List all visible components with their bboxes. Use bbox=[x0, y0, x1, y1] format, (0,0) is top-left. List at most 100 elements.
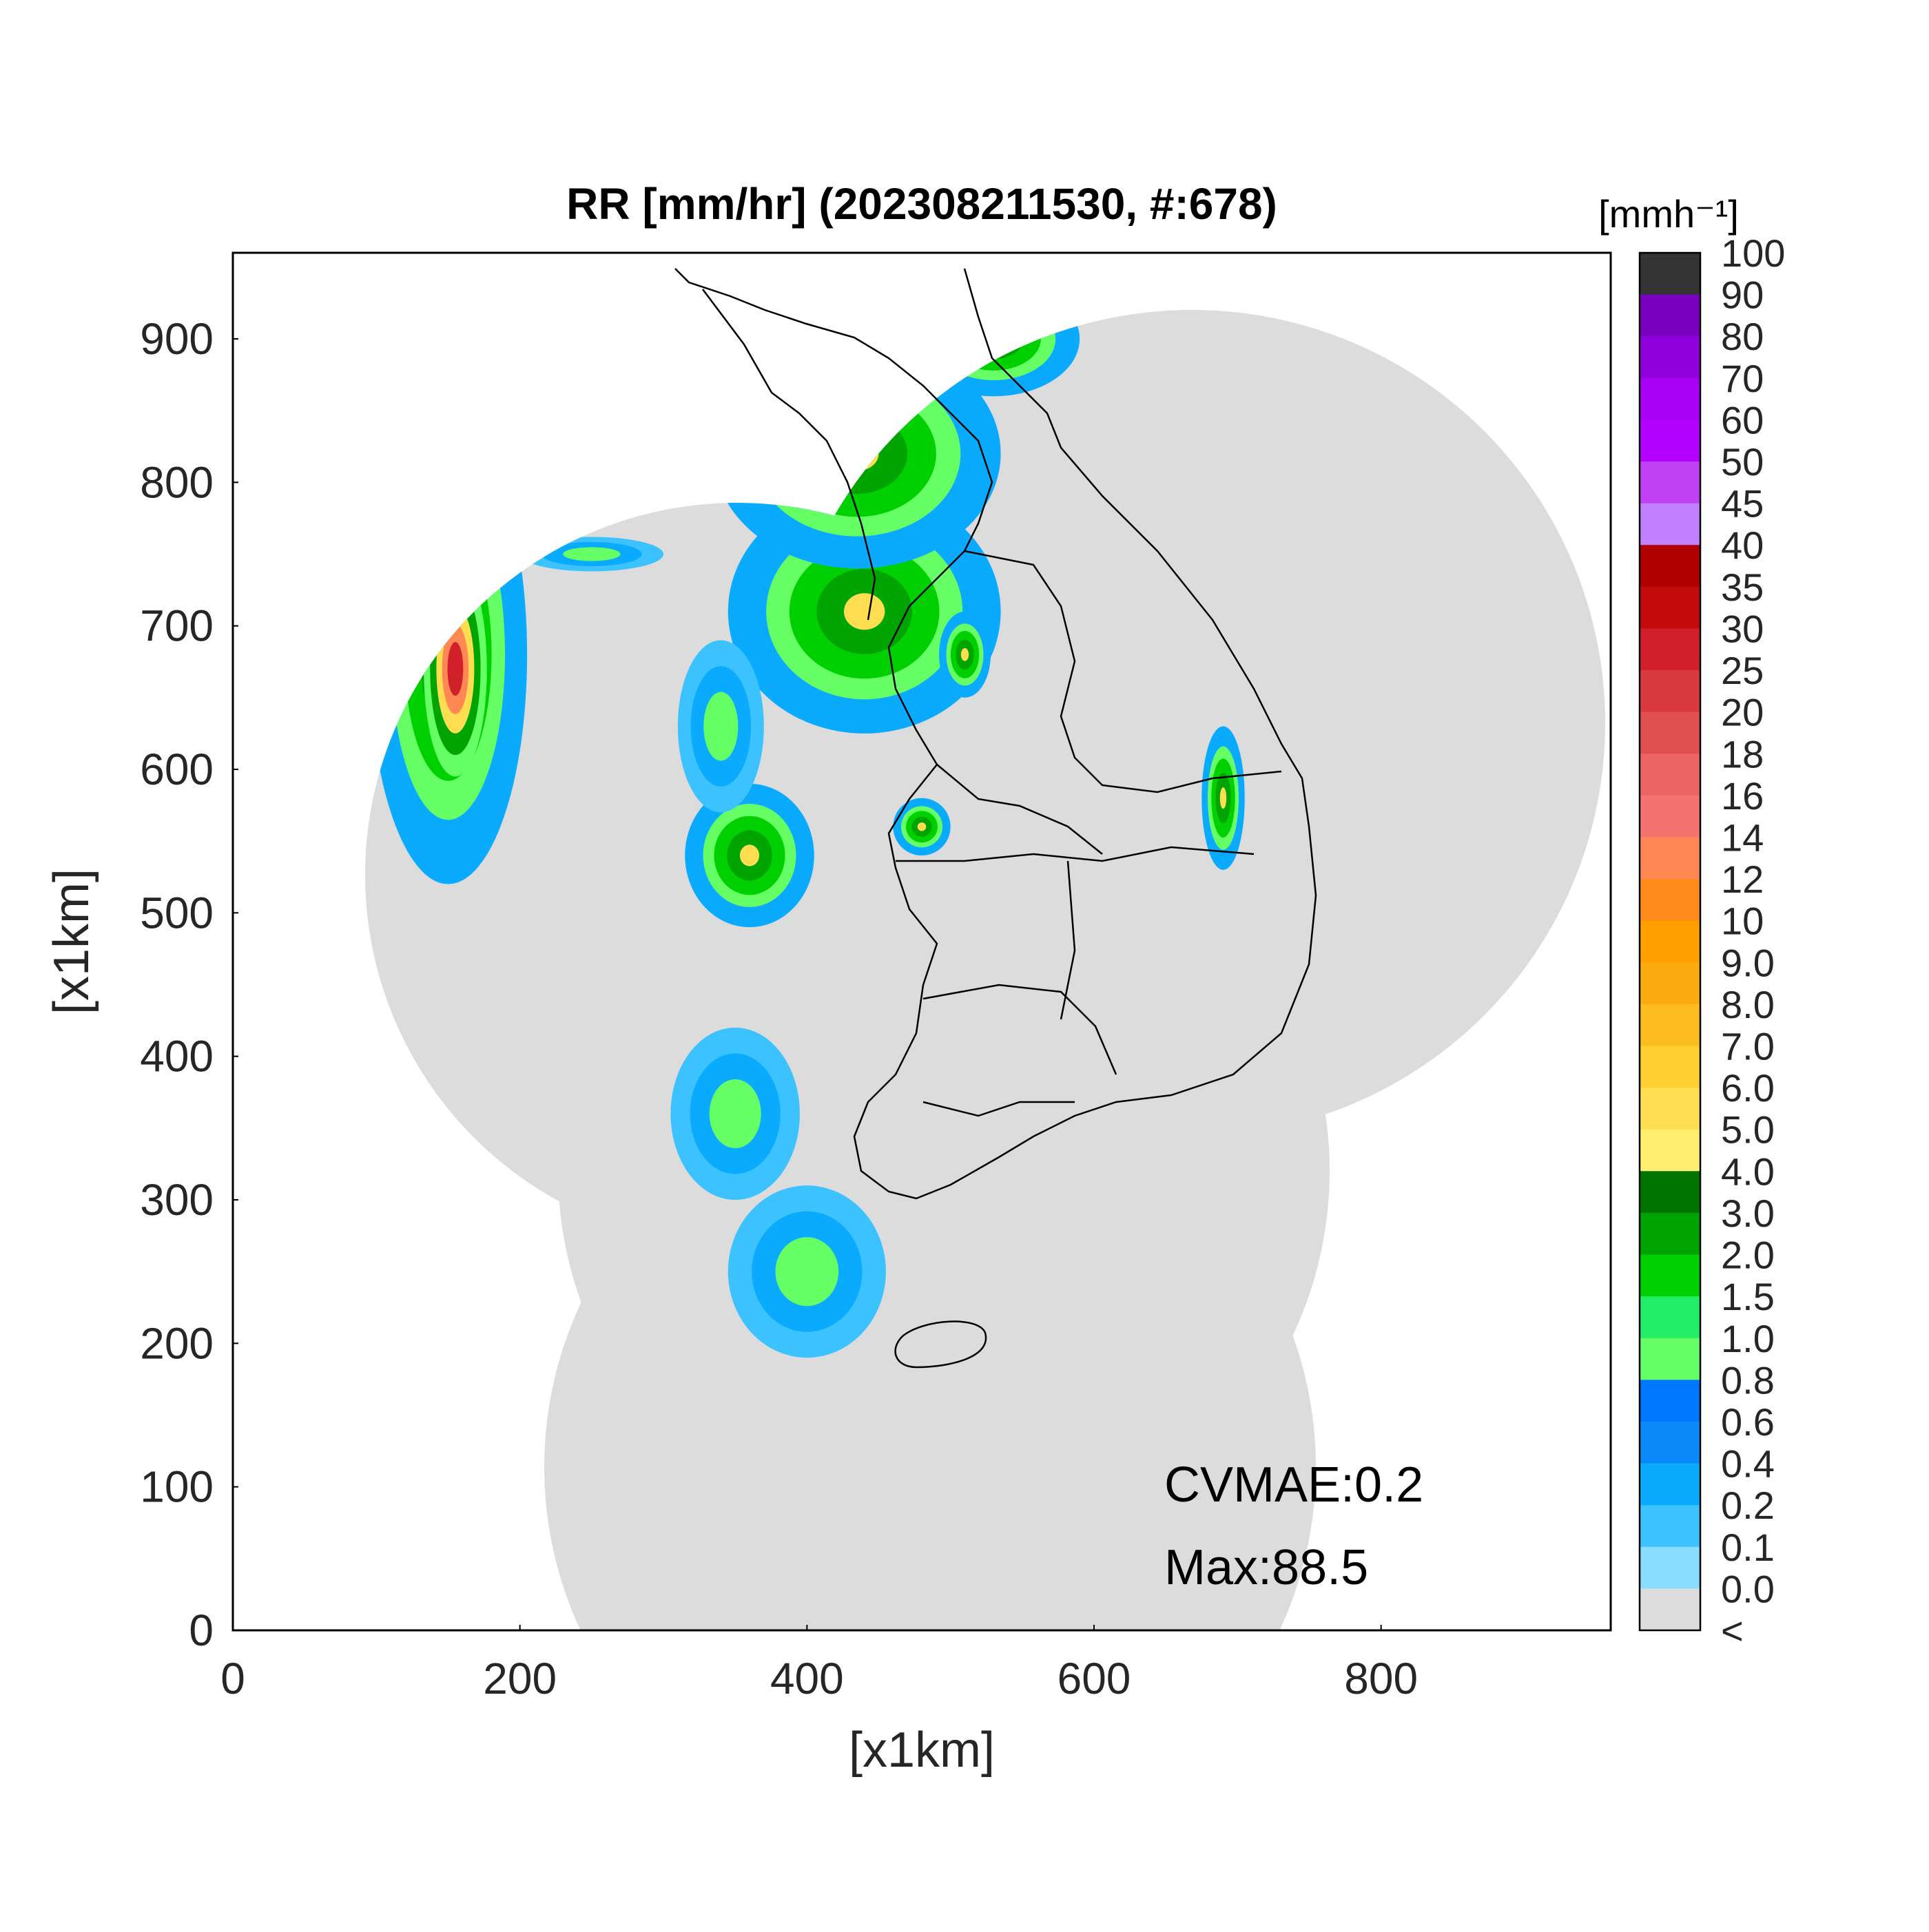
colorbar-segment bbox=[1640, 1505, 1700, 1548]
colorbar-tick-label: 9.0 bbox=[1721, 941, 1775, 984]
colorbar-tick-label: 10 bbox=[1721, 900, 1764, 943]
colorbar-tick-label: 0.2 bbox=[1721, 1484, 1775, 1527]
rain-cell-band bbox=[563, 547, 621, 561]
colorbar-segment bbox=[1640, 1254, 1700, 1297]
x-tick-label: 600 bbox=[1058, 1654, 1131, 1703]
x-axis-label: [x1km] bbox=[849, 1723, 995, 1778]
colorbar-segment bbox=[1640, 1421, 1700, 1464]
colorbar-tick-label: 90 bbox=[1721, 273, 1764, 317]
colorbar-segment bbox=[1640, 1129, 1700, 1172]
colorbar-segment bbox=[1640, 1212, 1700, 1256]
rain-cell-band bbox=[960, 647, 969, 661]
y-axis-label: [x1km] bbox=[44, 869, 99, 1015]
colorbar-segment bbox=[1640, 879, 1700, 922]
y-tick-label: 300 bbox=[140, 1175, 214, 1225]
rain-cell bbox=[893, 798, 951, 856]
y-tick-label: 100 bbox=[140, 1462, 214, 1512]
colorbar-segment bbox=[1640, 670, 1700, 713]
colorbar-tick-label: 25 bbox=[1721, 649, 1764, 692]
rain-cell bbox=[939, 611, 991, 698]
colorbar-segment bbox=[1640, 377, 1700, 421]
chart-title: RR [mm/hr] (202308211530, #:678) bbox=[566, 179, 1277, 229]
colorbar-tick-label: 5.0 bbox=[1721, 1108, 1775, 1152]
x-tick-label: 0 bbox=[220, 1654, 245, 1703]
rain-cell-band bbox=[843, 593, 885, 630]
colorbar-tick-label: 1.0 bbox=[1721, 1317, 1775, 1360]
colorbar-unit-label: [mmh⁻¹] bbox=[1598, 192, 1739, 236]
x-tick-label: 200 bbox=[483, 1654, 557, 1703]
colorbar-segment bbox=[1640, 461, 1700, 504]
y-tick-label: 200 bbox=[140, 1318, 214, 1368]
rain-cell bbox=[677, 640, 764, 813]
colorbar-segment bbox=[1640, 628, 1700, 671]
colorbar-tick-label: 0.0 bbox=[1721, 1567, 1775, 1610]
x-axis: 0 200 400 600 800 bbox=[220, 1625, 1418, 1703]
colorbar-segment bbox=[1640, 1296, 1700, 1339]
colorbar-tick-label: 18 bbox=[1721, 732, 1764, 776]
colorbar-tick-label: 30 bbox=[1721, 607, 1764, 650]
colorbar-tick-label: 3.0 bbox=[1721, 1192, 1775, 1235]
colorbar-tick-label: 50 bbox=[1721, 440, 1764, 484]
colorbar: 100908070605045403530252018161412109.08.… bbox=[1638, 231, 1785, 1652]
colorbar-segment bbox=[1640, 419, 1700, 462]
colorbar-segment bbox=[1640, 1171, 1700, 1214]
y-tick-label: 900 bbox=[140, 314, 214, 364]
colorbar-segment bbox=[1640, 1588, 1700, 1631]
colorbar-tick-label: 40 bbox=[1721, 523, 1764, 567]
y-tick-label: 400 bbox=[140, 1032, 214, 1081]
colorbar-tick-label: 4.0 bbox=[1721, 1150, 1775, 1193]
colorbar-tick-label: 0.4 bbox=[1721, 1442, 1775, 1486]
colorbar-segment bbox=[1640, 1046, 1700, 1088]
annotation-cvmae: CVMAE:0.2 bbox=[1164, 1457, 1423, 1513]
colorbar-tick-label: 12 bbox=[1721, 858, 1764, 901]
colorbar-segment bbox=[1640, 795, 1700, 838]
colorbar-tick-label: 60 bbox=[1721, 398, 1764, 442]
colorbar-segment bbox=[1640, 586, 1700, 630]
rain-cell bbox=[670, 1028, 800, 1200]
y-tick-label: 800 bbox=[140, 457, 214, 507]
colorbar-tick-label: 2.0 bbox=[1721, 1234, 1775, 1277]
colorbar-segment bbox=[1640, 837, 1700, 880]
coastline-outline bbox=[674, 268, 1317, 1369]
colorbar-tick-label: 7.0 bbox=[1721, 1025, 1775, 1068]
rain-cell-band bbox=[447, 642, 464, 696]
colorbar-tick-label: 100 bbox=[1721, 231, 1785, 275]
colorbar-segment bbox=[1640, 1088, 1700, 1130]
rain-cell bbox=[728, 1185, 886, 1358]
colorbar-tick-label: 20 bbox=[1721, 691, 1764, 734]
colorbar-frame bbox=[1638, 251, 1702, 1632]
colorbar-tick-label: 0.6 bbox=[1721, 1400, 1775, 1444]
colorbar-segment bbox=[1640, 336, 1700, 379]
colorbar-tick-label: 80 bbox=[1721, 315, 1764, 358]
x-tick-label: 800 bbox=[1344, 1654, 1418, 1703]
colorbar-segment bbox=[1640, 711, 1700, 754]
y-axis: 0 100 200 300 400 500 600 700 800 900 bbox=[140, 314, 238, 1655]
colorbar-tick-label: 8.0 bbox=[1721, 983, 1775, 1026]
y-tick-label: 700 bbox=[140, 601, 214, 651]
colorbar-tick-label: < bbox=[1721, 1609, 1744, 1652]
colorbar-tick-label: 35 bbox=[1721, 565, 1764, 609]
colorbar-tick-label: 16 bbox=[1721, 774, 1764, 818]
colorbar-segment bbox=[1640, 1380, 1700, 1422]
plot-frame bbox=[231, 251, 1612, 1632]
x-tick-label: 400 bbox=[770, 1654, 844, 1703]
rain-cell-band bbox=[775, 1237, 839, 1307]
colorbar-segment bbox=[1640, 253, 1700, 295]
colorbar-tick-label: 1.5 bbox=[1721, 1275, 1775, 1318]
colorbar-tick-label: 14 bbox=[1721, 816, 1764, 859]
colorbar-segment bbox=[1640, 754, 1700, 796]
colorbar-tick-label: 0.1 bbox=[1721, 1526, 1775, 1569]
rain-cell-band bbox=[739, 844, 760, 866]
colorbar-tick-label: 70 bbox=[1721, 357, 1764, 400]
annotation-max: Max:88.5 bbox=[1164, 1540, 1368, 1595]
colorbar-segment bbox=[1640, 962, 1700, 1005]
rain-cell-band bbox=[1219, 787, 1227, 809]
rain-cell bbox=[685, 783, 814, 928]
rain-cell-band bbox=[709, 1079, 761, 1148]
rain-cell-band bbox=[917, 822, 927, 831]
colorbar-segment bbox=[1640, 294, 1700, 337]
colorbar-segment bbox=[1640, 1004, 1700, 1047]
colorbar-segment bbox=[1640, 1546, 1700, 1589]
